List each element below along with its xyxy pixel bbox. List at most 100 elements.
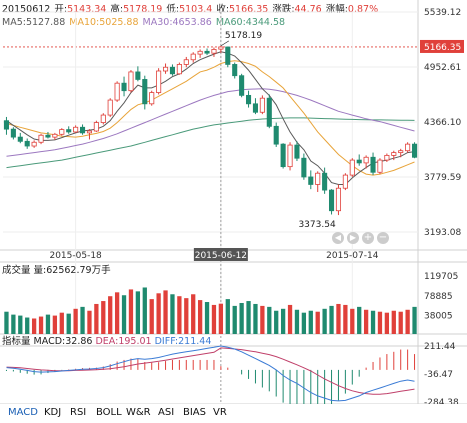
price-tick-label: 5539.12 xyxy=(424,8,461,18)
volume-bar xyxy=(121,295,127,334)
volume-bar xyxy=(94,303,99,334)
macd-tick-label: 211.44 xyxy=(424,342,456,352)
volume-bar xyxy=(114,292,120,334)
candle-body xyxy=(3,120,10,130)
volume-bar xyxy=(377,311,383,334)
volume-bar xyxy=(315,311,320,334)
candle-body xyxy=(197,50,203,55)
candle-body xyxy=(266,97,272,127)
candle-body xyxy=(398,150,404,153)
volume-bar xyxy=(253,303,258,334)
candle-body xyxy=(315,172,321,185)
ma60-label: MA60: xyxy=(215,17,246,28)
volume-bar xyxy=(384,312,390,334)
ma10-value: 5025.88 xyxy=(99,17,139,28)
volume-bar xyxy=(66,313,71,334)
crosshair-date-badge xyxy=(193,248,248,261)
date-label: 2015-05-18 xyxy=(49,251,102,261)
candle-body xyxy=(405,143,411,152)
ma30-line xyxy=(6,88,415,157)
ma10-label: MA10: xyxy=(69,17,100,28)
candle-body xyxy=(225,46,231,65)
volume-bar xyxy=(142,287,147,334)
candle-body xyxy=(86,130,93,134)
candle-body xyxy=(45,134,51,138)
volume-bar xyxy=(211,304,217,334)
volume-value: 62562.79万手 xyxy=(46,265,111,276)
tab-kdj[interactable]: KDJ xyxy=(44,407,62,418)
price-tick-label: 4952.61 xyxy=(424,63,461,73)
date-label: 2015-07-14 xyxy=(326,251,379,261)
volume-bar xyxy=(191,294,196,334)
volume-bar xyxy=(329,305,334,334)
ma60-line xyxy=(6,117,415,169)
candle-body xyxy=(169,66,176,75)
candle-body xyxy=(156,70,162,93)
ma30-label: MA30: xyxy=(142,17,173,28)
volume-bar xyxy=(38,316,44,334)
candle-body xyxy=(349,159,355,176)
zoom-out-icon[interactable]: − xyxy=(377,232,389,244)
volume-bar xyxy=(101,301,106,334)
volume-bar xyxy=(308,310,313,334)
tab-macd[interactable]: MACD xyxy=(8,407,38,418)
volume-bar xyxy=(391,310,396,334)
candle-body xyxy=(370,156,376,173)
candle-body xyxy=(322,172,328,191)
volume-bar xyxy=(357,306,362,334)
dif-line xyxy=(6,345,415,402)
volume-bar xyxy=(294,309,300,334)
tab-wr[interactable]: W&R xyxy=(126,407,151,418)
tab-rsi[interactable]: RSI xyxy=(70,407,87,418)
volume-bar xyxy=(287,304,293,334)
candle-body xyxy=(59,129,65,135)
candle-body xyxy=(17,136,23,142)
dea-label: DEA: xyxy=(95,336,119,347)
volume-tick-label: 78885 xyxy=(424,292,453,302)
volume-bar xyxy=(412,306,417,334)
tab-vr[interactable]: VR xyxy=(213,407,227,418)
chart-canvas: 5539.12 4952.61 4366.10 3779.59 3193.08 5166.… xyxy=(0,0,467,404)
prev-icon[interactable]: ◀ xyxy=(332,232,344,244)
macd-tick-label: -36.47 xyxy=(424,370,453,380)
tab-boll[interactable]: BOLL xyxy=(96,407,122,418)
dea-line xyxy=(6,347,415,395)
candle-body xyxy=(128,71,134,92)
tab-bias[interactable]: BIAS xyxy=(183,407,206,418)
zoom-in-icon[interactable]: + xyxy=(362,232,374,244)
candle-body xyxy=(73,126,79,133)
volume-bar xyxy=(149,299,154,334)
candle-body xyxy=(31,141,37,147)
close-label: 收: xyxy=(216,4,230,15)
candle-body xyxy=(93,122,99,132)
change-value: 44.76 xyxy=(294,4,322,15)
price-tick-label: 4366.10 xyxy=(424,118,461,128)
volume-bar xyxy=(25,317,30,334)
volume-bar xyxy=(170,294,175,334)
high-annotation: 5178.19 xyxy=(225,31,262,41)
candle-body xyxy=(377,159,383,173)
candle-body xyxy=(149,92,155,105)
current-price-badge xyxy=(420,39,464,53)
tab-asi[interactable]: ASI xyxy=(158,407,175,418)
volume-bar xyxy=(184,298,189,334)
high-value: 5178.19 xyxy=(123,4,163,15)
ma5-label: MA5: xyxy=(2,17,26,28)
volume-bar xyxy=(405,309,410,334)
candle-body xyxy=(100,114,106,123)
macd-label: MACD: xyxy=(33,336,66,347)
low-value: 5103.4 xyxy=(179,4,213,15)
volume-bar xyxy=(31,318,37,334)
candle-body xyxy=(384,154,390,161)
volume-bar xyxy=(11,314,16,334)
candle-body xyxy=(273,125,279,145)
volume-bar xyxy=(218,303,224,334)
next-icon[interactable]: ▶ xyxy=(347,232,359,244)
candle-body xyxy=(183,59,189,65)
indicator-tabs: MACD KDJ RSI BOLL W&R ASI BIAS VR xyxy=(0,404,467,423)
volume-bar xyxy=(156,293,161,334)
candle-body xyxy=(252,103,259,113)
volume-bar xyxy=(350,308,355,334)
high-label: 高: xyxy=(110,4,124,15)
volume-bar xyxy=(59,312,64,334)
